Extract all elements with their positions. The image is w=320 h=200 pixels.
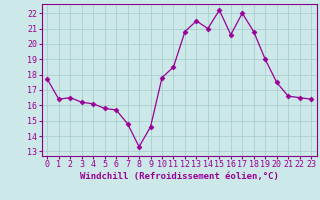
- X-axis label: Windchill (Refroidissement éolien,°C): Windchill (Refroidissement éolien,°C): [80, 172, 279, 181]
